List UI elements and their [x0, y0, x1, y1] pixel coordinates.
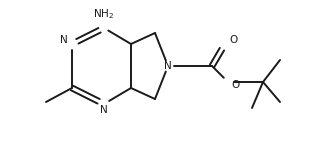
- Text: O: O: [230, 35, 238, 45]
- Text: N: N: [164, 61, 172, 71]
- Text: O: O: [231, 80, 239, 90]
- Text: N: N: [60, 35, 68, 45]
- Text: N: N: [100, 105, 108, 115]
- Text: NH$_2$: NH$_2$: [93, 7, 115, 21]
